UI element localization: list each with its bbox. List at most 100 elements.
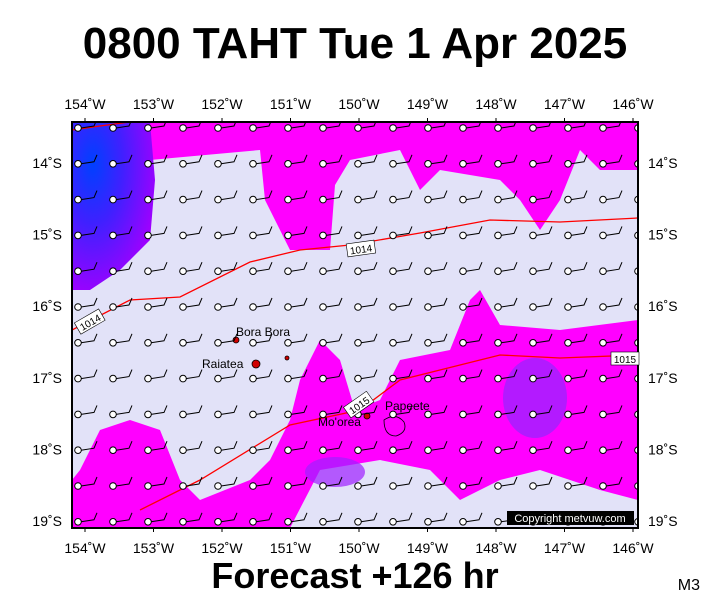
isobar <box>72 217 638 331</box>
wind-barb <box>220 154 238 165</box>
wind-barb <box>220 405 238 415</box>
wind-barb <box>570 226 588 236</box>
station <box>319 195 327 204</box>
station <box>109 339 117 347</box>
lat-label: 15˚S <box>32 227 62 243</box>
station <box>494 160 502 168</box>
station <box>249 374 257 383</box>
wind-barb <box>395 476 413 487</box>
wind-barb <box>535 476 553 487</box>
station <box>459 339 467 347</box>
wind-barb <box>500 154 518 165</box>
station <box>179 195 187 204</box>
wind-barb <box>570 262 588 272</box>
wind-barb <box>535 333 553 344</box>
isobar-value: 1014 <box>349 243 373 257</box>
wind-barb <box>360 122 377 129</box>
wind-barb <box>325 226 343 236</box>
station <box>564 124 572 132</box>
lon-label: 154˚W <box>64 540 106 556</box>
station <box>144 303 152 311</box>
station <box>599 482 607 490</box>
wind-barb <box>360 226 378 236</box>
station <box>249 160 257 168</box>
station <box>249 482 257 490</box>
station <box>179 124 187 132</box>
wind-barb <box>290 297 308 308</box>
station <box>214 231 222 240</box>
station <box>319 374 327 383</box>
wind-barb <box>185 405 203 415</box>
wind-barb <box>360 154 378 165</box>
wind-barb <box>220 297 238 308</box>
wind-barb <box>535 297 553 308</box>
wind-barb <box>290 190 308 201</box>
station <box>74 374 82 383</box>
wind-barb <box>465 154 483 165</box>
station <box>354 339 362 347</box>
wind-barb <box>80 476 98 487</box>
station <box>319 410 327 419</box>
station <box>284 124 292 132</box>
station <box>494 267 502 276</box>
station <box>109 124 117 132</box>
station <box>494 231 502 240</box>
station <box>599 446 607 455</box>
station <box>529 446 537 455</box>
lon-label: 146˚W <box>612 96 654 112</box>
station <box>599 339 607 347</box>
station <box>214 339 222 347</box>
lon-label: 150˚W <box>338 540 380 556</box>
wind-barb <box>570 369 588 380</box>
wind-barb <box>570 441 588 451</box>
station <box>319 303 327 311</box>
wind-barb <box>430 405 448 415</box>
station <box>249 446 257 455</box>
station <box>179 231 187 240</box>
station <box>179 482 187 490</box>
station <box>179 267 187 276</box>
wind-barb <box>150 122 167 129</box>
station <box>249 339 257 347</box>
wind-barb <box>535 226 553 236</box>
lon-label: 152˚W <box>201 540 243 556</box>
wind-barb <box>115 122 132 129</box>
wind-barb <box>325 154 343 165</box>
wind-barb <box>185 226 203 236</box>
lon-label: 149˚W <box>407 540 449 556</box>
wind-barb <box>430 512 448 523</box>
station <box>564 410 572 419</box>
wind-barb <box>185 122 202 129</box>
station <box>459 124 467 132</box>
wind-barb <box>150 262 168 272</box>
wind-barb <box>80 262 98 272</box>
station <box>494 339 502 347</box>
wind-barb <box>465 512 483 523</box>
station <box>284 482 292 490</box>
wind-barb <box>570 154 588 165</box>
station <box>214 446 222 455</box>
wind-barb <box>80 405 98 415</box>
wind-barb <box>500 262 518 272</box>
forecast: Forecast +126 hr <box>211 555 498 596</box>
station <box>74 482 82 490</box>
station <box>74 124 82 132</box>
wind-barb <box>185 154 203 165</box>
wind-barb <box>465 122 482 129</box>
wind-barb <box>465 262 483 272</box>
station <box>564 160 572 168</box>
station <box>109 231 117 240</box>
station <box>284 160 292 168</box>
wind-barb <box>500 122 517 129</box>
wind-barbs <box>74 122 638 526</box>
isobar-label: 1015 <box>610 351 640 366</box>
wind-barb <box>255 369 273 380</box>
wind-barb <box>150 297 168 308</box>
wind-barb <box>80 369 98 380</box>
wind-barb <box>535 405 553 415</box>
station <box>284 374 292 383</box>
station <box>459 446 467 455</box>
isobar-label-bg <box>610 351 640 366</box>
wind-barb <box>290 122 307 129</box>
wind-barb <box>115 333 133 344</box>
